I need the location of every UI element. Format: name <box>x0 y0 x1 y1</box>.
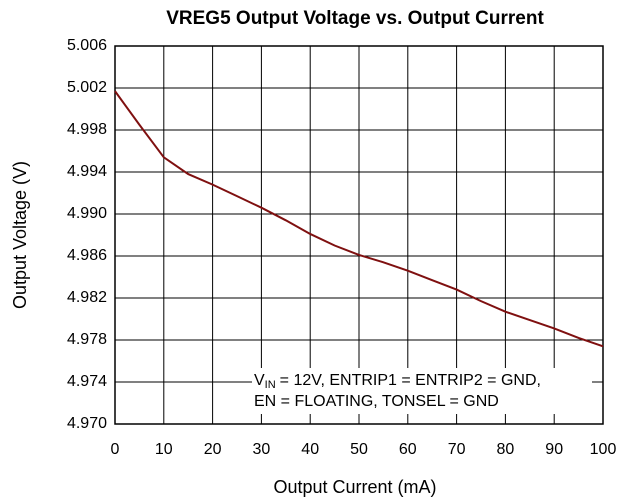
x-tick-label: 50 <box>350 441 368 458</box>
x-tick-label: 40 <box>301 441 319 458</box>
annotation-box <box>252 368 592 414</box>
annotation-text: V <box>254 372 265 389</box>
x-tick-label: 60 <box>399 441 417 458</box>
annotation: VIN = 12V, ENTRIP1 = ENTRIP2 = GND, <box>254 372 541 391</box>
y-axis-label: Output Voltage (V) <box>10 161 30 309</box>
x-tick-label: 0 <box>111 441 120 458</box>
y-tick-label: 4.970 <box>67 415 107 432</box>
annotation-subscript: IN <box>265 379 276 391</box>
y-tick-label: 4.974 <box>67 373 107 390</box>
x-tick-label: 20 <box>204 441 222 458</box>
y-tick-label: 4.978 <box>67 331 107 348</box>
y-tick-label: 5.002 <box>67 79 107 96</box>
x-tick-label: 10 <box>155 441 173 458</box>
x-tick-label: 80 <box>497 441 515 458</box>
y-tick-label: 4.990 <box>67 205 107 222</box>
plot-border <box>114 45 604 425</box>
y-tick-label: 4.986 <box>67 247 107 264</box>
x-tick-label: 90 <box>545 441 563 458</box>
y-tick-label: 5.006 <box>67 37 107 54</box>
x-tick-label: 100 <box>590 441 617 458</box>
x-tick-label: 30 <box>253 441 271 458</box>
annotation-text: = 12V, ENTRIP1 = ENTRIP2 = GND, <box>280 372 541 389</box>
y-tick-label: 4.994 <box>67 163 107 180</box>
y-tick-label: 4.998 <box>67 121 107 138</box>
y-tick-label: 4.982 <box>67 289 107 306</box>
annotation: EN = FLOATING, TONSEL = GND <box>254 393 499 410</box>
x-tick-label: 70 <box>448 441 466 458</box>
x-axis-label: Output Current (mA) <box>273 477 436 497</box>
chart-title: VREG5 Output Voltage vs. Output Current <box>166 8 544 29</box>
data-line <box>114 90 604 348</box>
